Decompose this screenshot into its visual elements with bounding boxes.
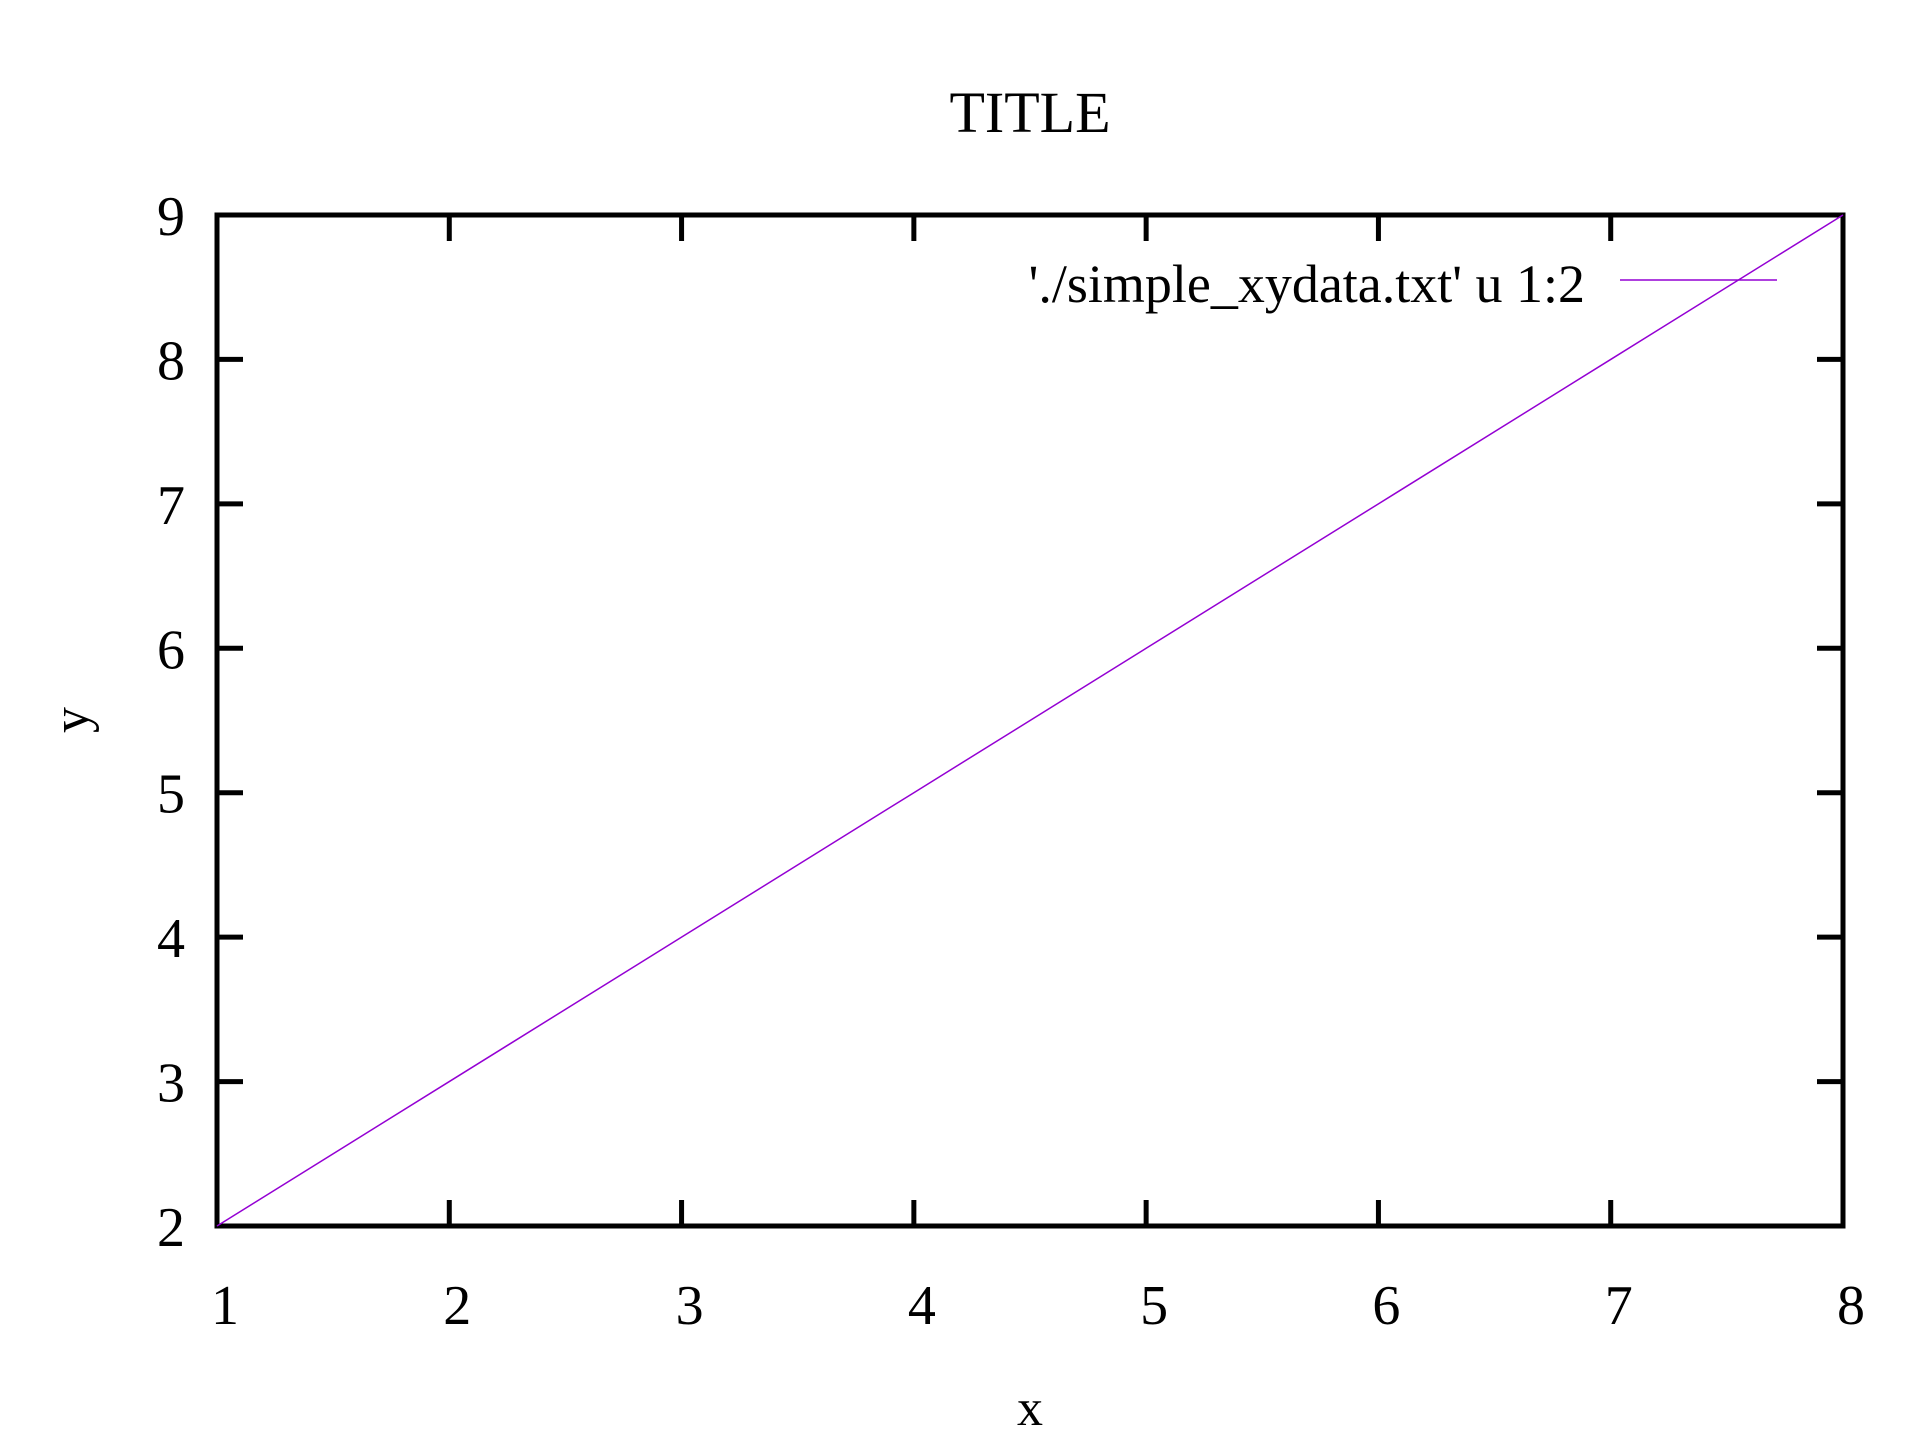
series-line — [216, 214, 1844, 1227]
y-tick-label: 9 — [157, 186, 185, 248]
x-tick-label: 3 — [676, 1275, 704, 1337]
chart-title: TITLE — [949, 80, 1110, 145]
x-tick-label: 1 — [211, 1275, 239, 1337]
x-tick-label: 8 — [1837, 1275, 1865, 1337]
x-axis-label: x — [1017, 1380, 1043, 1437]
x-tick-label: 4 — [908, 1275, 936, 1337]
y-tick-label: 7 — [157, 475, 185, 537]
y-tick-label: 3 — [157, 1053, 185, 1115]
y-axis-label: y — [43, 707, 100, 733]
y-tick-label: 2 — [157, 1197, 185, 1259]
y-tick-label: 5 — [157, 764, 185, 826]
y-tick-label: 4 — [157, 908, 185, 970]
x-tick-label: 7 — [1605, 1275, 1633, 1337]
x-tick-label: 6 — [1372, 1275, 1400, 1337]
y-tick-label: 8 — [157, 330, 185, 392]
legend-label: './simple_xydata.txt' u 1:2 — [1029, 254, 1585, 314]
y-tick-label: 6 — [157, 619, 185, 681]
x-tick-label: 5 — [1140, 1275, 1168, 1337]
plot-frame — [214, 212, 1846, 1229]
x-tick-label: 2 — [443, 1275, 471, 1337]
